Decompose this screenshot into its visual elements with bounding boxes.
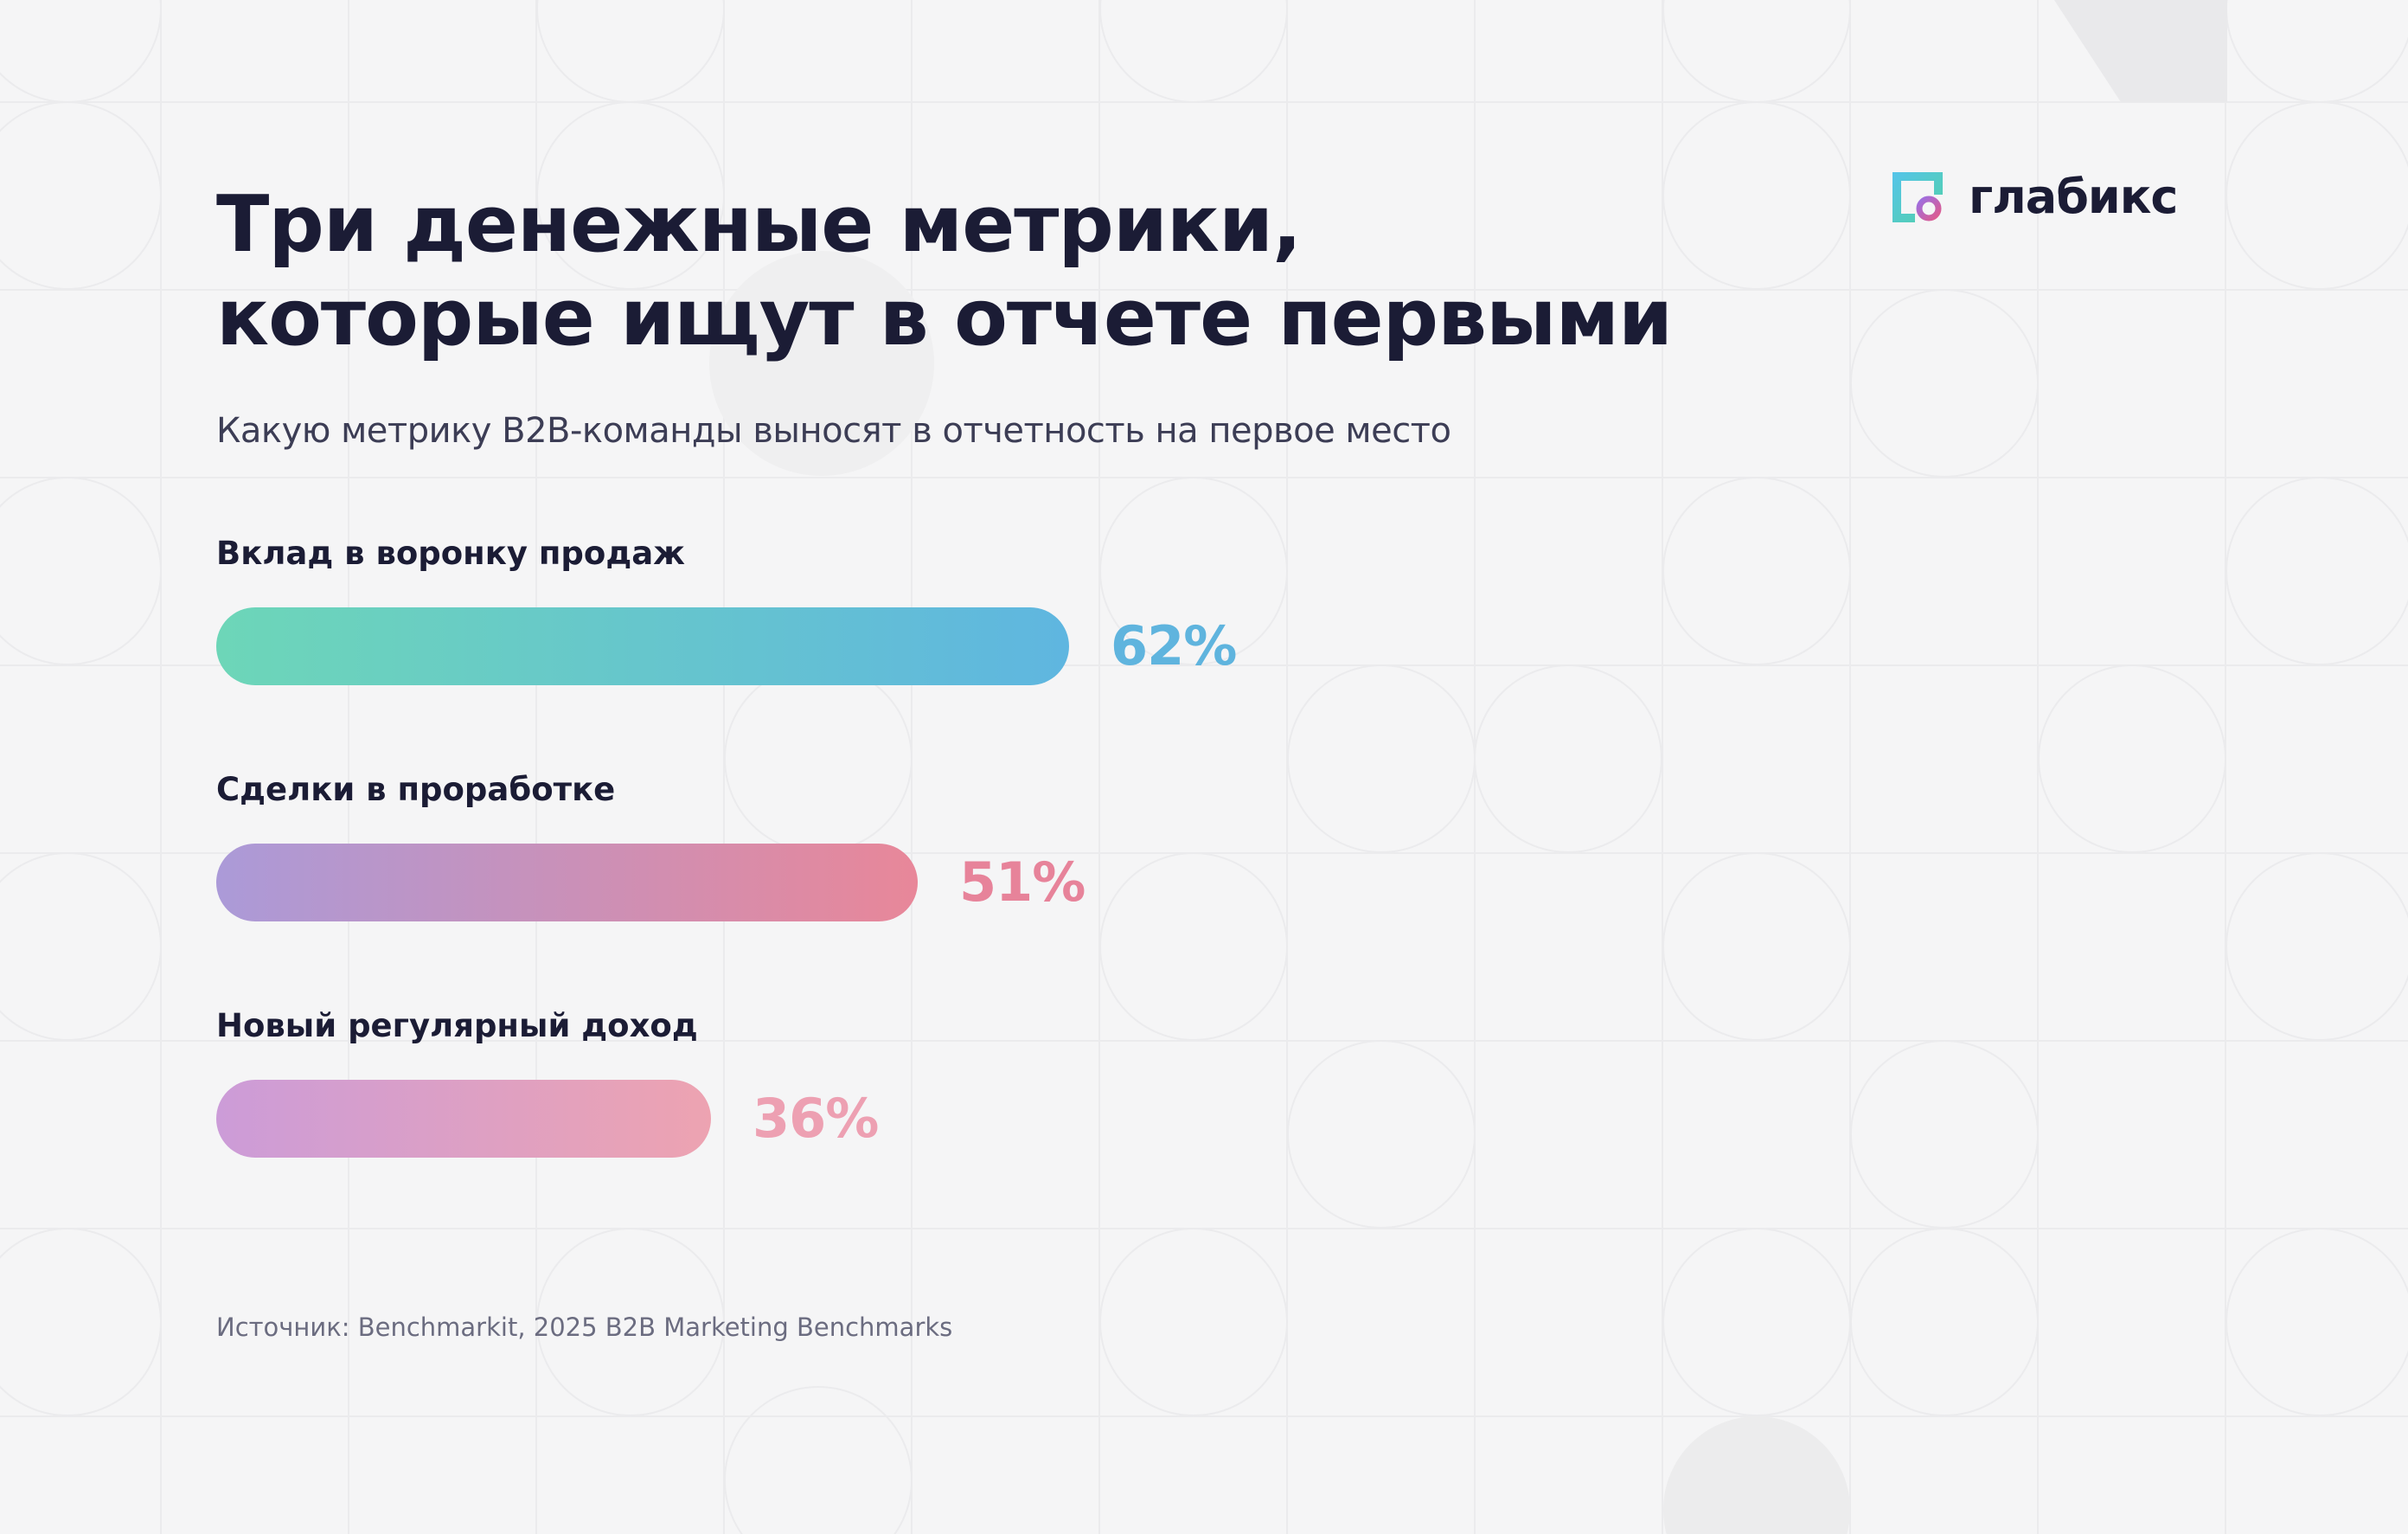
bar-track <box>216 607 1591 685</box>
source-note: Источник: Benchmarkit, 2025 B2B Marketin… <box>216 1313 953 1342</box>
bar-1 <box>216 607 1069 685</box>
bar-3 <box>216 1080 711 1158</box>
bar-category-label: Новый регулярный доход <box>216 1007 698 1044</box>
page-title-line-1: Три денежные метрики, <box>216 179 1302 270</box>
page-title: Три денежные метрики, которые ищут в отч… <box>216 178 1687 365</box>
page-subtitle: Какую метрику B2B-команды выносят в отче… <box>216 411 1451 451</box>
brand-logo-icon <box>1892 172 1943 222</box>
bar-row-1: Вклад в воронку продаж 62% <box>216 535 1773 699</box>
bar-track <box>216 1080 1591 1158</box>
bar-value-label: 62% <box>1111 614 1237 677</box>
bar-2 <box>216 844 918 921</box>
bar-value-label: 51% <box>959 850 1086 914</box>
bar-value-label: 36% <box>752 1087 879 1150</box>
brand-name: глабикс <box>1969 170 2178 224</box>
bar-row-2: Сделки в проработке 51% <box>216 771 1773 935</box>
bar-category-label: Сделки в проработке <box>216 771 616 808</box>
brand-logo: глабикс <box>1889 170 2178 225</box>
page-title-line-2: которые ищут в отчете первыми <box>216 273 1673 363</box>
bar-category-label: Вклад в воронку продаж <box>216 535 685 572</box>
bar-row-3: Новый регулярный доход 36% <box>216 1007 1773 1171</box>
bar-track <box>216 844 1591 921</box>
